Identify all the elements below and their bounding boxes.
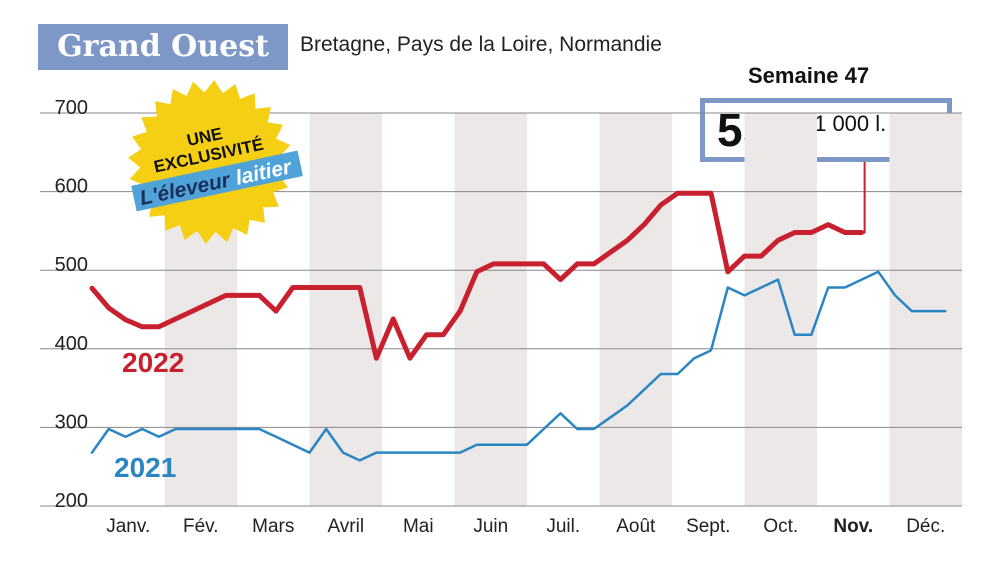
month-band [599,113,672,506]
x-tick-label: Oct. [763,516,798,537]
callout-connector [861,162,866,234]
x-axis-labels: Janv. Fév. Mars Avril Mai Juin Juil. Août Sept. O… [106,516,945,537]
callout-line [861,162,866,234]
exclusive-badge: UNE EXCLUSIVITÉ L'éleveur laitier [128,80,303,244]
x-tick-label: Juin [473,516,508,537]
month-band [309,113,382,506]
x-tick-label: Déc. [906,516,945,537]
series-line-2021 [90,270,947,462]
y-tick-label: 300 [55,411,88,433]
chart-title: Grand Ouest [38,24,288,70]
y-tick-label: 700 [55,97,88,119]
badge-brand-background [131,150,303,212]
chart-subtitle: Bretagne, Pays de la Loire, Normandie [300,33,662,56]
series-lines: 2022 2021 [89,190,947,483]
series-label-2022: 2022 [122,347,184,378]
x-tick-label: Nov. [833,516,873,537]
x-tick-label: Fév. [183,516,219,537]
x-tick-label: Mars [252,516,294,537]
x-tick-label: Juil. [546,516,580,537]
y-tick-label: 200 [55,490,88,512]
x-tick-label: Avril [327,516,364,537]
y-tick-label: 400 [55,333,88,355]
x-tick-label: Janv. [106,516,150,537]
x-tick-label: Août [616,516,656,537]
month-band [744,113,817,506]
y-tick-label: 500 [55,254,88,276]
series-label-2021: 2021 [114,452,176,483]
week-label: Semaine 47 [748,63,870,88]
month-bands [164,113,962,506]
x-tick-label: Mai [403,516,434,537]
y-axis-ticks: 200 300 400 500 600 700 [55,97,88,512]
month-band [889,113,962,506]
y-tick-label: 600 [55,176,88,198]
x-tick-label: Sept. [686,516,730,537]
series-line-2022 [89,190,865,361]
month-band [454,113,527,506]
gridlines [40,112,962,507]
